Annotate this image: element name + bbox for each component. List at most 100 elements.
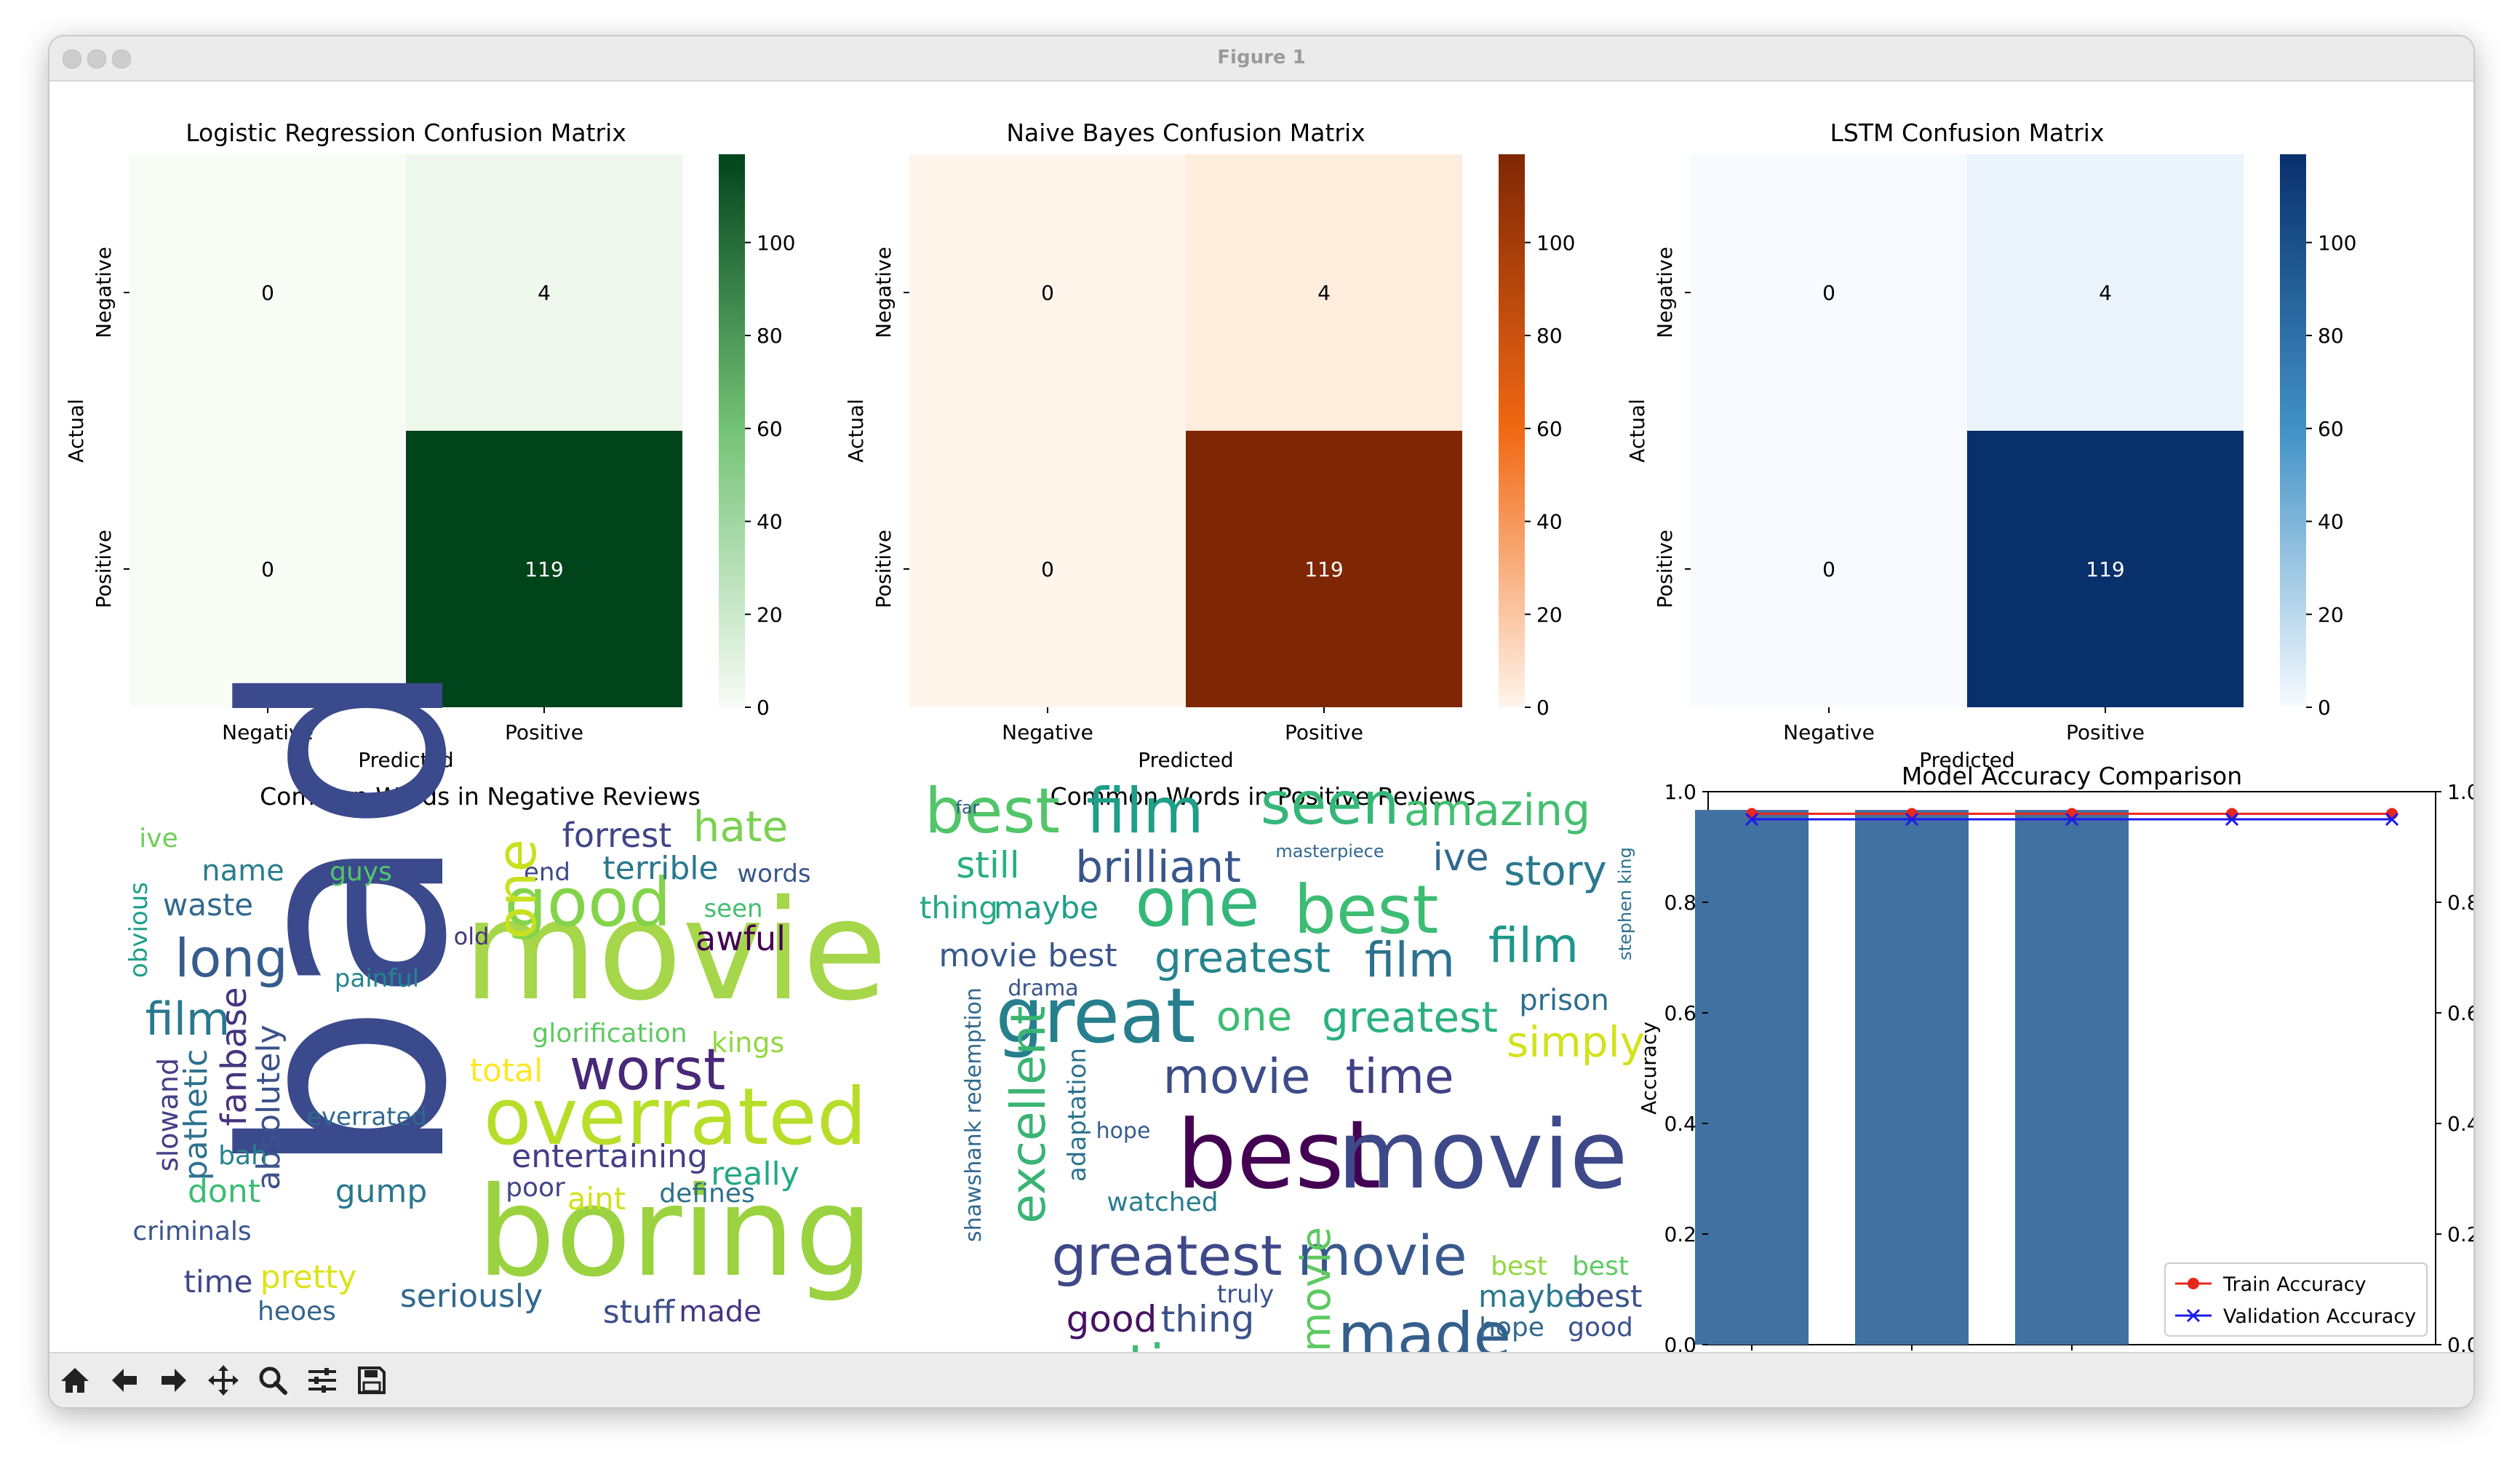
figure-window: Figure 1 0 4 0 119 Logistic Regression Confu…: [48, 35, 2475, 1409]
bar-lstm: [2015, 810, 2129, 1345]
heatmap-cell: [1967, 431, 2244, 707]
word: hope: [1096, 1118, 1151, 1144]
word: masterpiece: [1275, 841, 1384, 862]
x-tick-label: Positive: [2066, 720, 2145, 744]
forward-arrow-icon[interactable]: [153, 1359, 195, 1401]
y-tick-label: Positive: [92, 530, 116, 608]
cell-value-label: 119: [1304, 557, 1343, 581]
cell-value-label: 119: [525, 557, 563, 581]
minimize-window-button[interactable]: [87, 49, 106, 68]
colorbar-tick-label: 40: [2318, 510, 2344, 534]
x-tick-label: Positive: [505, 720, 583, 744]
y-axis-label: Actual: [1625, 399, 1649, 463]
word: excellent: [1000, 1006, 1056, 1223]
word: ive: [1432, 836, 1488, 880]
cell-value-label: 0: [1041, 281, 1054, 305]
word: far: [955, 797, 979, 818]
word: shawshank redemption: [961, 987, 986, 1242]
series-point: [2225, 812, 2239, 827]
word: bah: [218, 1141, 268, 1171]
configure-subplots-icon[interactable]: [301, 1359, 343, 1401]
word: aint: [567, 1181, 626, 1217]
word: still: [956, 844, 1019, 886]
word: heoes: [258, 1297, 336, 1326]
word: name: [202, 854, 284, 888]
bar-logistic-regression: [1695, 810, 1809, 1345]
word: movie: [1297, 1223, 1467, 1288]
word: movie: [1163, 1049, 1311, 1105]
colorbar-tick-label: 0: [1536, 696, 1550, 720]
colorbar-tick-label: 20: [2318, 602, 2344, 626]
word: dont: [188, 1173, 260, 1210]
word: best: [1576, 1278, 1643, 1314]
heatmap-cell: [909, 431, 1186, 707]
y-tick-label: Negative: [92, 247, 116, 338]
word: great: [996, 971, 1196, 1060]
colorbar-tick-label: 40: [1536, 510, 1563, 534]
close-window-button[interactable]: [63, 49, 81, 68]
colorbar: [1499, 154, 1525, 707]
y-axis-label: Actual: [64, 399, 88, 463]
word: seen: [1261, 770, 1400, 838]
colorbar-tick-label: 80: [1536, 324, 1563, 348]
zoom-window-button[interactable]: [112, 49, 131, 68]
word: greatest: [1322, 992, 1498, 1042]
y-axis-label: Accuracy: [1637, 1022, 1661, 1115]
word: movie: [1293, 1227, 1340, 1352]
word: terrible: [602, 850, 718, 887]
word: absolutely: [250, 1025, 287, 1190]
word: ive: [139, 824, 178, 854]
word: obvious: [124, 882, 153, 978]
word: best: [1293, 871, 1438, 949]
word: movie: [463, 870, 887, 1031]
heatmap-cell: [129, 154, 406, 431]
word: overrated: [484, 1072, 867, 1163]
home-icon[interactable]: [54, 1359, 96, 1401]
word: film: [145, 992, 231, 1046]
x-tick-label: Negative: [1783, 720, 1875, 744]
back-arrow-icon[interactable]: [103, 1359, 145, 1401]
heatmap-cell: [1186, 154, 1462, 431]
word: story: [1504, 848, 1607, 895]
word: awful: [695, 919, 786, 958]
word: time: [1345, 1049, 1454, 1105]
word: everrated: [306, 1102, 427, 1131]
y-tick-label: Positive: [1653, 530, 1677, 608]
heatmap-cell: [1691, 431, 1967, 707]
word: hate: [693, 802, 789, 851]
zoom-icon[interactable]: [252, 1359, 294, 1401]
accuracy-chart: Model Accuracy ComparisonLogistic Regres…: [1637, 762, 2473, 1380]
word: simply: [1507, 1017, 1645, 1067]
y-tick-label: 0.2: [1664, 1222, 1696, 1246]
heatmap-1: 0 40 119 Logistic Regression Confusion Matr…: [64, 119, 795, 772]
word: slowand: [152, 1058, 184, 1171]
y2-tick-label: 0.8: [2447, 891, 2473, 915]
colorbar-tick-label: 0: [2318, 696, 2331, 720]
chart-title: Logistic Regression Confusion Matrix: [186, 119, 626, 147]
word: prison: [1519, 984, 1609, 1017]
cell-value-label: 0: [1822, 281, 1835, 305]
word: thing: [1161, 1298, 1255, 1340]
y2-tick-label: 1.0: [2447, 780, 2473, 804]
pan-icon[interactable]: [202, 1359, 244, 1401]
cell-value-label: 0: [261, 281, 274, 305]
word: really: [711, 1155, 800, 1193]
colorbar-tick-label: 40: [757, 510, 783, 534]
word: criminals: [132, 1217, 251, 1246]
chart-title: Common Words in Positive Reviews: [1050, 782, 1476, 811]
word: time: [184, 1264, 253, 1300]
word: total: [470, 1052, 543, 1089]
word: thing: [920, 890, 998, 926]
chart-title: LSTM Confusion Matrix: [1830, 119, 2105, 147]
y-tick-label: 1.0: [1664, 780, 1696, 804]
word: one: [1135, 864, 1259, 942]
word: good: [1568, 1313, 1633, 1342]
word: bad: [186, 658, 508, 1178]
x-axis-label: Predicted: [358, 748, 453, 772]
cell-value-label: 0: [261, 557, 274, 581]
word: end: [524, 858, 570, 887]
save-icon[interactable]: [351, 1359, 393, 1401]
